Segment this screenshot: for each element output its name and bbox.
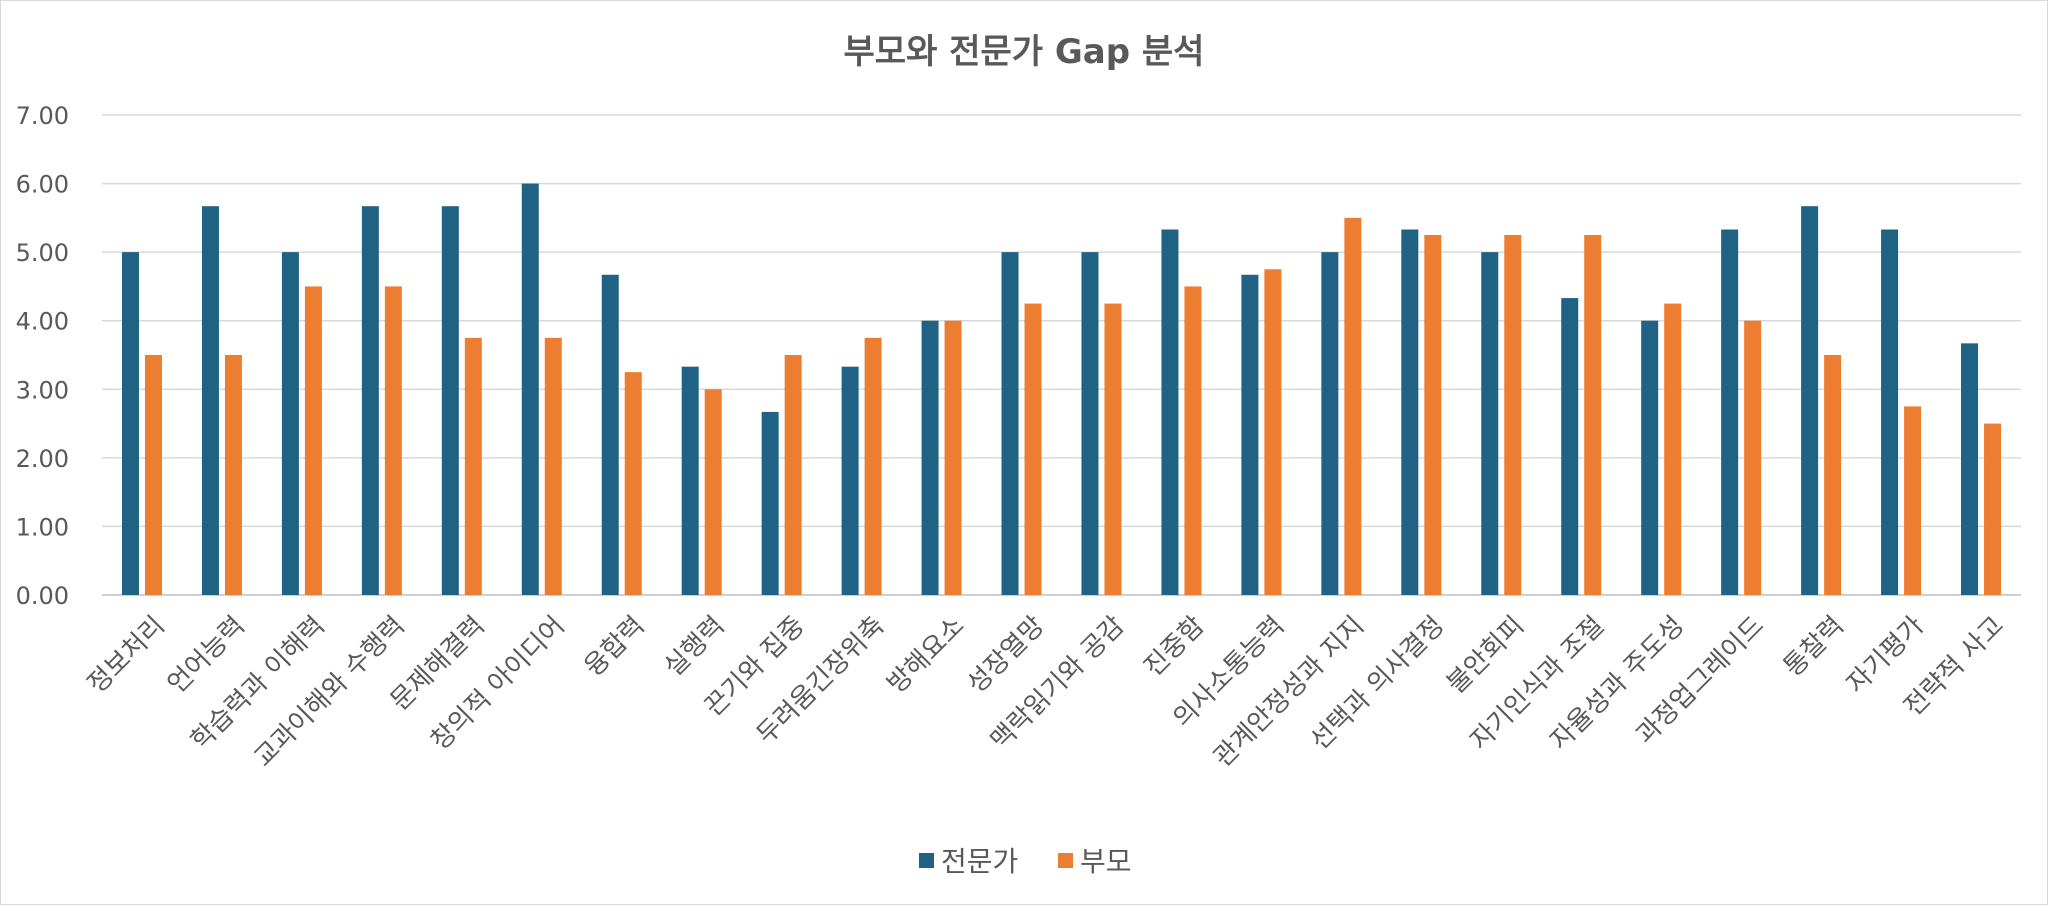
- bar-부모: [944, 320, 962, 595]
- bar-부모: [1024, 303, 1042, 595]
- bar-전문가: [1881, 229, 1899, 595]
- bar-부모: [1424, 235, 1442, 595]
- bar-전문가: [1321, 252, 1339, 595]
- bar-전문가: [361, 206, 379, 595]
- y-tick-label: 2.00: [16, 445, 69, 473]
- bar-부모: [1664, 303, 1682, 595]
- x-tick-label: 방해요소: [882, 611, 971, 700]
- y-tick-label: 4.00: [16, 308, 69, 336]
- bar-전문가: [1961, 343, 1979, 595]
- y-tick-label: 7.00: [16, 102, 69, 130]
- bar-부모: [1584, 235, 1602, 595]
- legend-label: 부모: [1080, 845, 1132, 878]
- x-tick-label: 통찰력: [1778, 611, 1850, 683]
- bar-전문가: [1161, 229, 1179, 595]
- bar-부모: [1264, 269, 1282, 595]
- bar-부모: [304, 286, 322, 595]
- bar-전문가: [601, 274, 619, 595]
- bar-전문가: [1081, 252, 1099, 595]
- bar-부모: [464, 337, 482, 595]
- bar-부모: [704, 389, 722, 595]
- bar-부모: [384, 286, 402, 595]
- bar-전문가: [1001, 252, 1019, 595]
- bar-부모: [864, 337, 882, 595]
- bar-전문가: [1721, 229, 1739, 595]
- y-tick-label: 1.00: [16, 513, 69, 541]
- bar-부모: [1984, 423, 2002, 595]
- bar-부모: [1744, 320, 1762, 595]
- bar-전문가: [201, 206, 219, 595]
- legend-label: 전문가: [941, 845, 1018, 878]
- x-tick-label: 융합력: [579, 611, 651, 683]
- bar-부모: [1104, 303, 1122, 595]
- chart-title: 부모와 전문가 Gap 분석: [844, 32, 1205, 72]
- bar-부모: [144, 355, 162, 595]
- bar-전문가: [121, 252, 139, 595]
- bar-전문가: [441, 206, 459, 595]
- bar-부모: [1824, 355, 1842, 595]
- y-tick-label: 5.00: [16, 239, 69, 267]
- y-tick-label: 3.00: [16, 376, 69, 404]
- bar-부모: [1184, 286, 1202, 595]
- legend: 전문가 부모: [919, 845, 1132, 878]
- y-tick-label: 6.00: [16, 171, 69, 199]
- bars: [121, 183, 2002, 596]
- bar-부모: [1344, 217, 1362, 595]
- x-tick-label: 진중함: [1138, 611, 1210, 683]
- x-tick-label: 정보처리: [82, 611, 171, 700]
- legend-swatch: [1058, 853, 1073, 868]
- bar-전문가: [1801, 206, 1819, 595]
- bar-전문가: [1401, 229, 1419, 595]
- x-tick-label: 실행력: [659, 611, 731, 683]
- x-tick-label: 교과이해와 수행력: [248, 611, 410, 773]
- bar-전문가: [1241, 274, 1259, 595]
- bar-전문가: [921, 320, 939, 595]
- x-tick-label: 관계안정성과 지지: [1208, 611, 1370, 773]
- bar-전문가: [521, 183, 539, 596]
- bar-전문가: [761, 411, 779, 595]
- bar-부모: [544, 337, 562, 595]
- legend-swatch: [919, 853, 934, 868]
- bar-부모: [1504, 235, 1522, 595]
- bar-전문가: [1641, 320, 1659, 595]
- bar-부모: [624, 372, 642, 595]
- bar-전문가: [1481, 252, 1499, 595]
- bar-전문가: [281, 252, 299, 595]
- bar-부모: [1904, 406, 1922, 595]
- bar-전문가: [681, 366, 699, 595]
- bar-부모: [784, 355, 802, 595]
- bar-전문가: [1561, 298, 1579, 595]
- bar-부모: [224, 355, 242, 595]
- bar-전문가: [841, 366, 859, 595]
- y-axis-ticks: 0.00 1.00 2.00 3.00 4.00 5.00 6.00 7.00: [16, 102, 69, 610]
- y-tick-label: 0.00: [16, 582, 69, 610]
- gridlines: [102, 114, 2021, 596]
